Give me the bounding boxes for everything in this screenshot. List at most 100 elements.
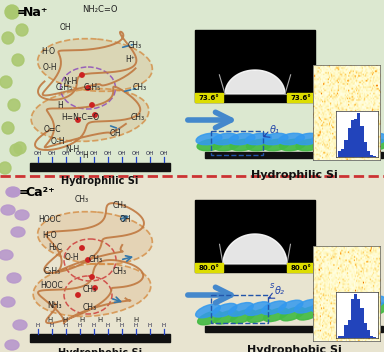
Ellipse shape [246, 133, 271, 145]
Ellipse shape [262, 133, 288, 145]
Ellipse shape [263, 139, 289, 151]
Bar [351, 298, 354, 338]
Bar [348, 320, 351, 338]
Bar [344, 325, 348, 338]
Bar [364, 142, 367, 157]
Text: H: H [47, 317, 53, 323]
Ellipse shape [213, 133, 238, 145]
Bar [373, 156, 376, 157]
Ellipse shape [313, 139, 338, 151]
Ellipse shape [278, 300, 303, 314]
Ellipse shape [264, 308, 288, 322]
Text: H: H [106, 323, 110, 328]
Text: Hydrophobic Si: Hydrophobic Si [58, 348, 142, 352]
Polygon shape [225, 70, 285, 94]
Ellipse shape [197, 139, 223, 151]
Text: Na⁺: Na⁺ [23, 6, 49, 19]
Bar [205, 326, 383, 332]
Circle shape [10, 144, 22, 156]
Text: OH: OH [109, 128, 121, 138]
Text: O-H: O-H [51, 138, 65, 146]
Text: H: H [120, 323, 124, 328]
Ellipse shape [344, 133, 371, 145]
Text: CH₃: CH₃ [113, 201, 127, 209]
Ellipse shape [245, 302, 270, 315]
Ellipse shape [38, 39, 152, 92]
Ellipse shape [214, 310, 239, 324]
Bar [348, 128, 351, 157]
Text: C₂H₅: C₂H₅ [55, 83, 73, 93]
Bar [364, 323, 367, 338]
Ellipse shape [0, 250, 13, 260]
Text: 80.0°: 80.0° [291, 265, 311, 271]
Ellipse shape [196, 133, 222, 145]
Ellipse shape [262, 301, 286, 315]
Ellipse shape [280, 139, 305, 151]
Circle shape [76, 118, 80, 122]
Circle shape [14, 142, 26, 154]
Text: 73.6°: 73.6° [291, 95, 311, 101]
Text: O-H: O-H [43, 63, 57, 73]
Text: H: H [162, 323, 166, 328]
Ellipse shape [362, 139, 384, 151]
Ellipse shape [195, 304, 220, 318]
Text: H: H [115, 317, 121, 323]
Text: CH₃: CH₃ [89, 256, 103, 264]
Text: C₂H₅: C₂H₅ [83, 83, 101, 93]
Circle shape [90, 103, 94, 107]
Bar [30, 163, 170, 171]
Text: H=N-C=O: H=N-C=O [61, 113, 99, 122]
Text: Hydrophilic Si: Hydrophilic Si [61, 176, 139, 186]
Ellipse shape [346, 304, 371, 318]
Ellipse shape [329, 305, 354, 319]
Bar [373, 337, 376, 338]
Ellipse shape [5, 340, 19, 350]
Ellipse shape [15, 210, 29, 220]
Ellipse shape [247, 309, 272, 322]
Text: CH₃: CH₃ [83, 285, 97, 295]
Ellipse shape [7, 273, 21, 283]
Text: CH₃: CH₃ [113, 268, 127, 277]
Ellipse shape [33, 264, 151, 316]
Text: Hydrophobic Si: Hydrophobic Si [247, 345, 341, 352]
Ellipse shape [247, 139, 272, 151]
Ellipse shape [1, 297, 15, 307]
Text: N-H: N-H [65, 145, 79, 155]
Ellipse shape [38, 212, 152, 264]
Text: 73.6°: 73.6° [199, 95, 219, 101]
Text: C₂H₅: C₂H₅ [43, 268, 61, 277]
Ellipse shape [362, 303, 384, 317]
Text: =: = [17, 6, 27, 19]
Ellipse shape [198, 311, 222, 325]
Bar [370, 155, 373, 157]
Text: O-H: O-H [65, 253, 79, 263]
Text: H·O: H·O [41, 48, 55, 57]
Circle shape [8, 99, 20, 111]
Bar [344, 140, 348, 157]
Ellipse shape [1, 205, 15, 215]
Text: H: H [82, 151, 88, 161]
Ellipse shape [228, 303, 253, 316]
Text: H: H [50, 323, 54, 328]
Text: CH₃: CH₃ [83, 303, 97, 313]
Bar [354, 119, 357, 157]
Text: H: H [57, 101, 63, 109]
Circle shape [93, 113, 97, 117]
Text: OH: OH [132, 151, 140, 156]
Text: H⁺: H⁺ [125, 56, 135, 64]
Ellipse shape [296, 139, 322, 151]
Bar [341, 149, 344, 157]
Ellipse shape [361, 296, 384, 310]
Bar [195, 263, 223, 272]
Text: OH: OH [119, 215, 131, 225]
Text: H: H [64, 323, 68, 328]
Bar [360, 308, 364, 338]
Text: CH₃: CH₃ [128, 40, 142, 50]
Circle shape [90, 275, 94, 279]
Text: H: H [78, 323, 82, 328]
Text: OH: OH [104, 151, 112, 156]
Text: H-O: H-O [43, 231, 57, 239]
Bar [0, 176, 384, 352]
Text: H: H [134, 323, 138, 328]
Bar [354, 294, 357, 338]
